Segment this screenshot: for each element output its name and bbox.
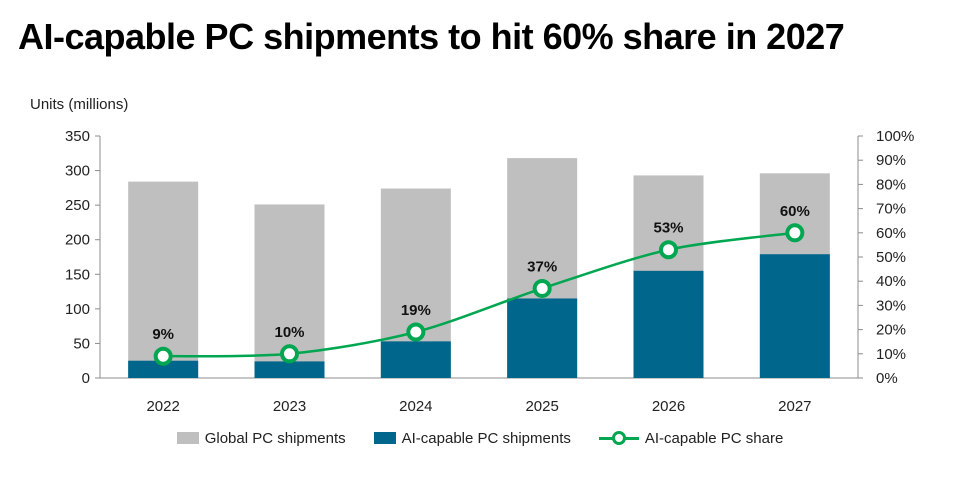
legend-label-ai: AI-capable PC shipments bbox=[401, 429, 571, 447]
legend-swatch-share bbox=[598, 431, 639, 445]
y2-tick-label: 30% bbox=[876, 297, 906, 314]
y-tick-label: 350 bbox=[65, 128, 90, 145]
bar-ai-2026 bbox=[633, 270, 704, 378]
legend: Global PC shipments AI-capable PC shipme… bbox=[0, 428, 960, 448]
bar-ai-2027 bbox=[759, 254, 830, 378]
share-data-label: 53% bbox=[653, 220, 683, 237]
bar-ai-2024 bbox=[380, 341, 451, 378]
share-marker-2023 bbox=[280, 344, 299, 364]
bar-ai-2025 bbox=[507, 298, 578, 378]
legend-item-ai: AI-capable PC shipments bbox=[373, 428, 571, 448]
share-data-label: 60% bbox=[780, 203, 810, 220]
share-data-label: 10% bbox=[274, 324, 304, 341]
legend-label-global: Global PC shipments bbox=[204, 429, 346, 447]
share-marker-2025 bbox=[532, 278, 552, 298]
legend-item-global: Global PC shipments bbox=[176, 428, 346, 448]
x-tick-label: 2023 bbox=[273, 398, 306, 415]
bar-global-2022 bbox=[128, 181, 199, 378]
y-tick-label: 200 bbox=[65, 232, 90, 249]
chart-title: AI-capable PC shipments to hit 60% share… bbox=[18, 16, 845, 57]
y2-tick-label: 0% bbox=[876, 370, 898, 387]
y-tick-label: 100 bbox=[65, 301, 90, 318]
share-marker-2022 bbox=[153, 346, 173, 366]
legend-label-share: AI-capable PC share bbox=[644, 429, 784, 447]
y-tick-label: 150 bbox=[65, 266, 90, 283]
x-tick-label: 2025 bbox=[525, 398, 558, 415]
x-tick-label: 2027 bbox=[778, 398, 811, 415]
y2-tick-label: 100% bbox=[876, 128, 914, 145]
share-marker-2027 bbox=[785, 223, 805, 243]
legend-item-share: AI-capable PC share bbox=[598, 428, 784, 448]
y2-tick-label: 80% bbox=[876, 176, 906, 193]
y2-tick-label: 20% bbox=[876, 322, 906, 339]
y-axis-label: Units (millions) bbox=[30, 96, 129, 113]
y2-tick-label: 50% bbox=[876, 249, 906, 266]
y-tick-label: 50 bbox=[73, 335, 90, 352]
y-tick-label: 300 bbox=[65, 163, 90, 180]
share-data-label: 19% bbox=[401, 302, 431, 319]
bar-ai-2023 bbox=[254, 361, 325, 378]
y-tick-label: 0 bbox=[82, 370, 90, 387]
y-tick-label: 250 bbox=[65, 197, 90, 214]
y2-tick-label: 60% bbox=[876, 225, 906, 242]
y2-tick-label: 40% bbox=[876, 273, 906, 290]
x-tick-label: 2024 bbox=[399, 398, 432, 415]
x-tick-label: 2022 bbox=[146, 398, 179, 415]
share-data-label: 37% bbox=[527, 258, 557, 275]
share-line bbox=[163, 231, 795, 358]
y2-tick-label: 70% bbox=[876, 201, 906, 218]
y2-tick-label: 90% bbox=[876, 152, 906, 169]
bar-ai-2022 bbox=[128, 360, 199, 378]
share-marker-2024 bbox=[406, 322, 426, 342]
share-data-label: 9% bbox=[152, 326, 174, 343]
share-marker-2026 bbox=[659, 240, 678, 260]
y2-tick-label: 10% bbox=[876, 346, 906, 363]
combo-chart: 0 50 100 150 200 250 300 350 0% 10% 20% 30% 40% 50% 60… bbox=[65, 128, 914, 415]
legend-swatch-ai bbox=[373, 432, 396, 444]
x-tick-label: 2026 bbox=[652, 398, 685, 415]
legend-swatch-global bbox=[176, 432, 199, 444]
